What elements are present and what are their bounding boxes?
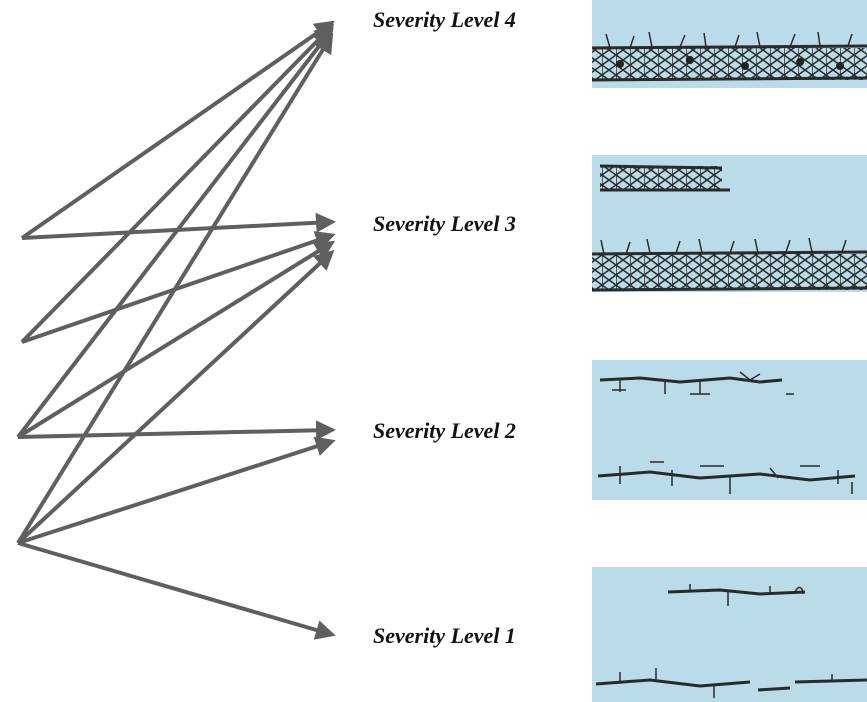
crack-photo (592, 155, 867, 292)
arrows (18, 24, 330, 634)
crack-photo (592, 0, 867, 88)
crack-photo (592, 360, 867, 500)
crack-photo (592, 567, 867, 702)
level-label: Severity Level 1 (373, 623, 516, 648)
page: Severity Level 4 Severity Level 3 Severi… (0, 0, 867, 702)
diagram: Severity Level 4 Severity Level 3 Severi… (0, 0, 867, 702)
level-label: Severity Level 4 (373, 7, 516, 32)
labels: Severity Level 4 Severity Level 3 Severi… (373, 7, 516, 648)
level-label: Severity Level 3 (373, 211, 516, 236)
level-label: Severity Level 2 (373, 418, 516, 443)
